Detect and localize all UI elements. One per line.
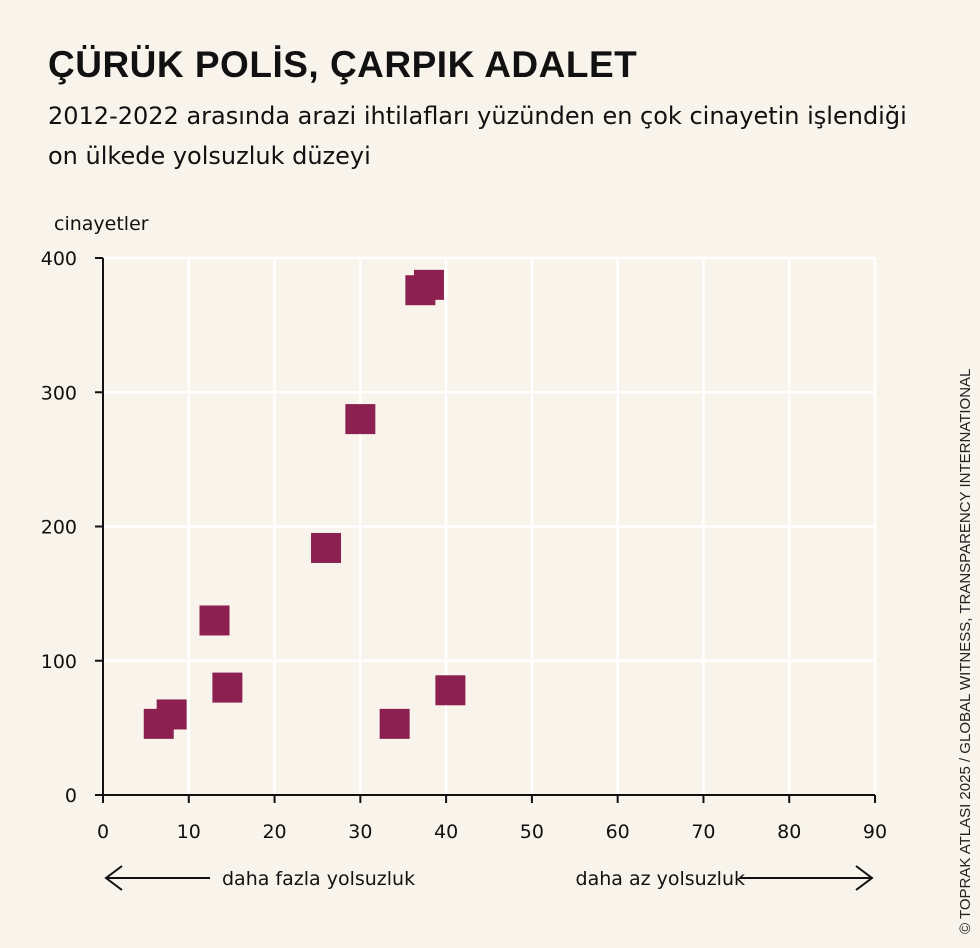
x-tick-label: 30 (348, 821, 372, 843)
data-point (212, 672, 243, 703)
tick-labels: 0 10 20 30 40 50 60 70 80 90 0 100 200 300 400 (41, 248, 887, 843)
x-tick-label: 60 (606, 821, 630, 843)
data-points (143, 269, 466, 739)
y-tick-label: 400 (41, 248, 77, 270)
data-point (405, 275, 436, 306)
x-tick-label: 90 (863, 821, 887, 843)
data-point (311, 532, 342, 563)
y-tick-label: 0 (65, 785, 77, 807)
y-axis-label: cinayetler (54, 213, 149, 235)
x-tick-label: 10 (177, 821, 201, 843)
chart-subtitle: 2012-2022 arasında arazi ihtilafları yüz… (48, 102, 907, 170)
data-point (345, 404, 376, 435)
x-tick-label: 0 (97, 821, 109, 843)
x-tick-label: 20 (262, 821, 286, 843)
x-tick-label: 40 (434, 821, 458, 843)
grid-lines (103, 256, 877, 795)
direction-arrows: daha fazla yolsuzluk daha az yolsuzluk (104, 865, 874, 891)
left-arrow-label: daha fazla yolsuzluk (222, 868, 415, 890)
source-credit: © TOPRAK ATLASI 2025 / GLOBAL WITNESS, T… (957, 368, 974, 934)
left-arrow-head-icon (104, 865, 123, 891)
data-point (379, 708, 410, 739)
y-tick-label: 100 (41, 651, 77, 673)
right-arrow-head-icon (855, 865, 874, 891)
right-arrow-label: daha az yolsuzluk (576, 868, 745, 890)
x-tick-label: 70 (691, 821, 715, 843)
x-tick-label: 50 (520, 821, 544, 843)
y-tick-label: 300 (41, 382, 77, 404)
axes (95, 257, 876, 803)
y-tick-label: 200 (41, 517, 77, 539)
x-tick-label: 80 (777, 821, 801, 843)
chart-title: ÇÜRÜK POLİS, ÇARPIK ADALET (48, 44, 638, 85)
data-point (435, 675, 466, 706)
data-point (199, 605, 230, 636)
data-point (143, 708, 174, 739)
